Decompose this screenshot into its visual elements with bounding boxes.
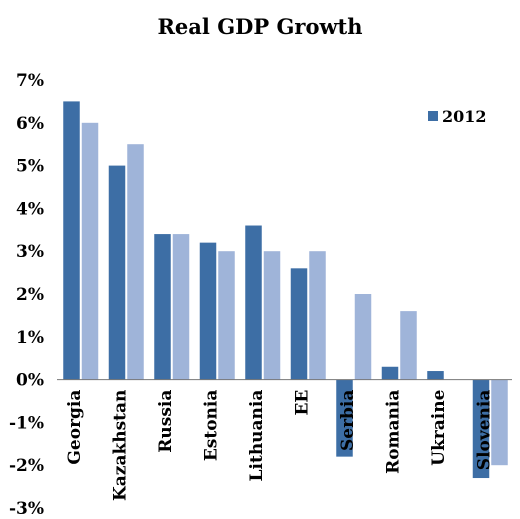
- y-tick-label: -1%: [9, 413, 44, 433]
- category-label-slovenia: Slovenia: [475, 390, 495, 471]
- bar-lithuania-series-2: [263, 251, 281, 380]
- y-tick-label: 3%: [16, 242, 44, 262]
- bar-ee-series-2: [309, 251, 326, 380]
- y-tick-label: -2%: [9, 456, 44, 476]
- bar-serbia-series-1: [336, 379, 353, 457]
- category-label-ukraine: Ukraine: [429, 389, 449, 465]
- bar-kazakhstan-series-1: [108, 165, 126, 380]
- category-label-estonia: Estonia: [202, 390, 222, 462]
- category-labels: Georgia Kazakhstan Russia Estonia Lithuania E…: [65, 389, 495, 501]
- category-label-ee: EE: [293, 390, 313, 416]
- bar-romania-series-1: [381, 366, 399, 380]
- bar-slovenia-series-1: [472, 379, 490, 479]
- bar-lithuania-series-1: [245, 225, 262, 380]
- y-tick-label: -3%: [9, 499, 44, 519]
- category-label-lithuania: Lithuania: [247, 390, 267, 482]
- chart-title: Real GDP Growth: [157, 14, 362, 39]
- y-tick-label: 1%: [16, 328, 44, 348]
- y-tick-label: 5%: [16, 157, 44, 177]
- category-label-georgia: Georgia: [65, 390, 85, 465]
- legend: 2012: [428, 107, 487, 126]
- category-label-kazakhstan: Kazakhstan: [111, 390, 131, 501]
- legend-swatch: [428, 111, 438, 121]
- y-axis: -3% -2% -1% 0% 1% 2% 3% 4% 5% 6% 7%: [9, 71, 44, 519]
- bar-slovenia-series-2: [491, 379, 508, 466]
- y-tick-label: 6%: [16, 114, 44, 134]
- category-label-russia: Russia: [156, 390, 176, 453]
- bar-russia-series-2: [172, 234, 190, 380]
- bars: [63, 101, 508, 479]
- y-tick-label: 2%: [16, 285, 44, 305]
- category-label-serbia: Serbia: [338, 390, 358, 451]
- y-tick-label: 4%: [16, 199, 44, 219]
- bar-romania-series-2: [400, 311, 417, 380]
- bar-georgia-series-2: [81, 122, 99, 380]
- y-tick-label: 0%: [16, 371, 44, 391]
- bar-georgia-series-1: [63, 101, 80, 380]
- bar-ee-series-1: [290, 268, 308, 380]
- bar-estonia-series-2: [218, 251, 235, 380]
- bar-estonia-series-1: [199, 242, 217, 380]
- category-label-romania: Romania: [384, 390, 404, 474]
- legend-label: 2012: [442, 107, 487, 126]
- bar-serbia-series-2: [354, 294, 372, 380]
- bar-russia-series-1: [154, 234, 171, 380]
- bar-kazakhstan-series-2: [127, 144, 144, 380]
- y-tick-label: 7%: [16, 71, 44, 91]
- bar-ukraine-series-1: [427, 371, 444, 380]
